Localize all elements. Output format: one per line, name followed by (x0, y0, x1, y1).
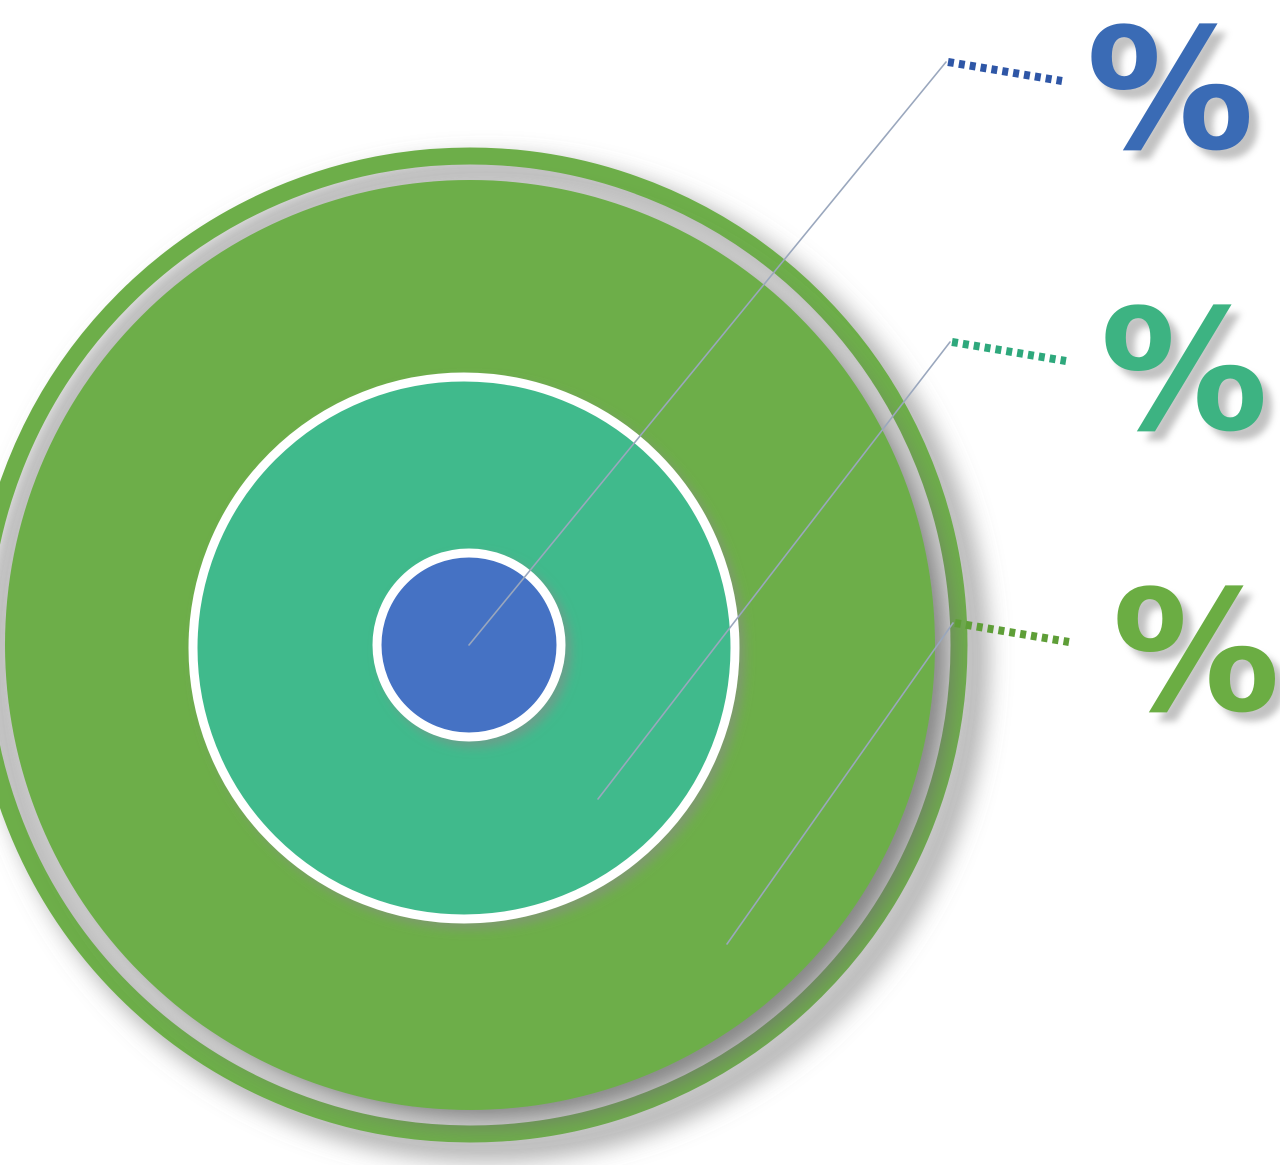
leader-dots-group (947, 58, 1070, 646)
leader-line-green (726, 622, 954, 945)
percent-label-green: % (1112, 554, 1280, 750)
percent-label-blue: % (1086, 0, 1254, 188)
leader-line-blue (468, 61, 947, 646)
leader-lines-group (468, 61, 954, 945)
outer-green-thin-ring-group (0, 147, 968, 1143)
outer-green-thin-ring (0, 147, 968, 1143)
leader-dots-teal (951, 338, 1067, 365)
leader-dots-green (954, 619, 1070, 646)
leader-dots-blue (947, 58, 1063, 85)
leader-line-teal (597, 341, 951, 800)
percent-label-teal: % (1100, 273, 1268, 469)
